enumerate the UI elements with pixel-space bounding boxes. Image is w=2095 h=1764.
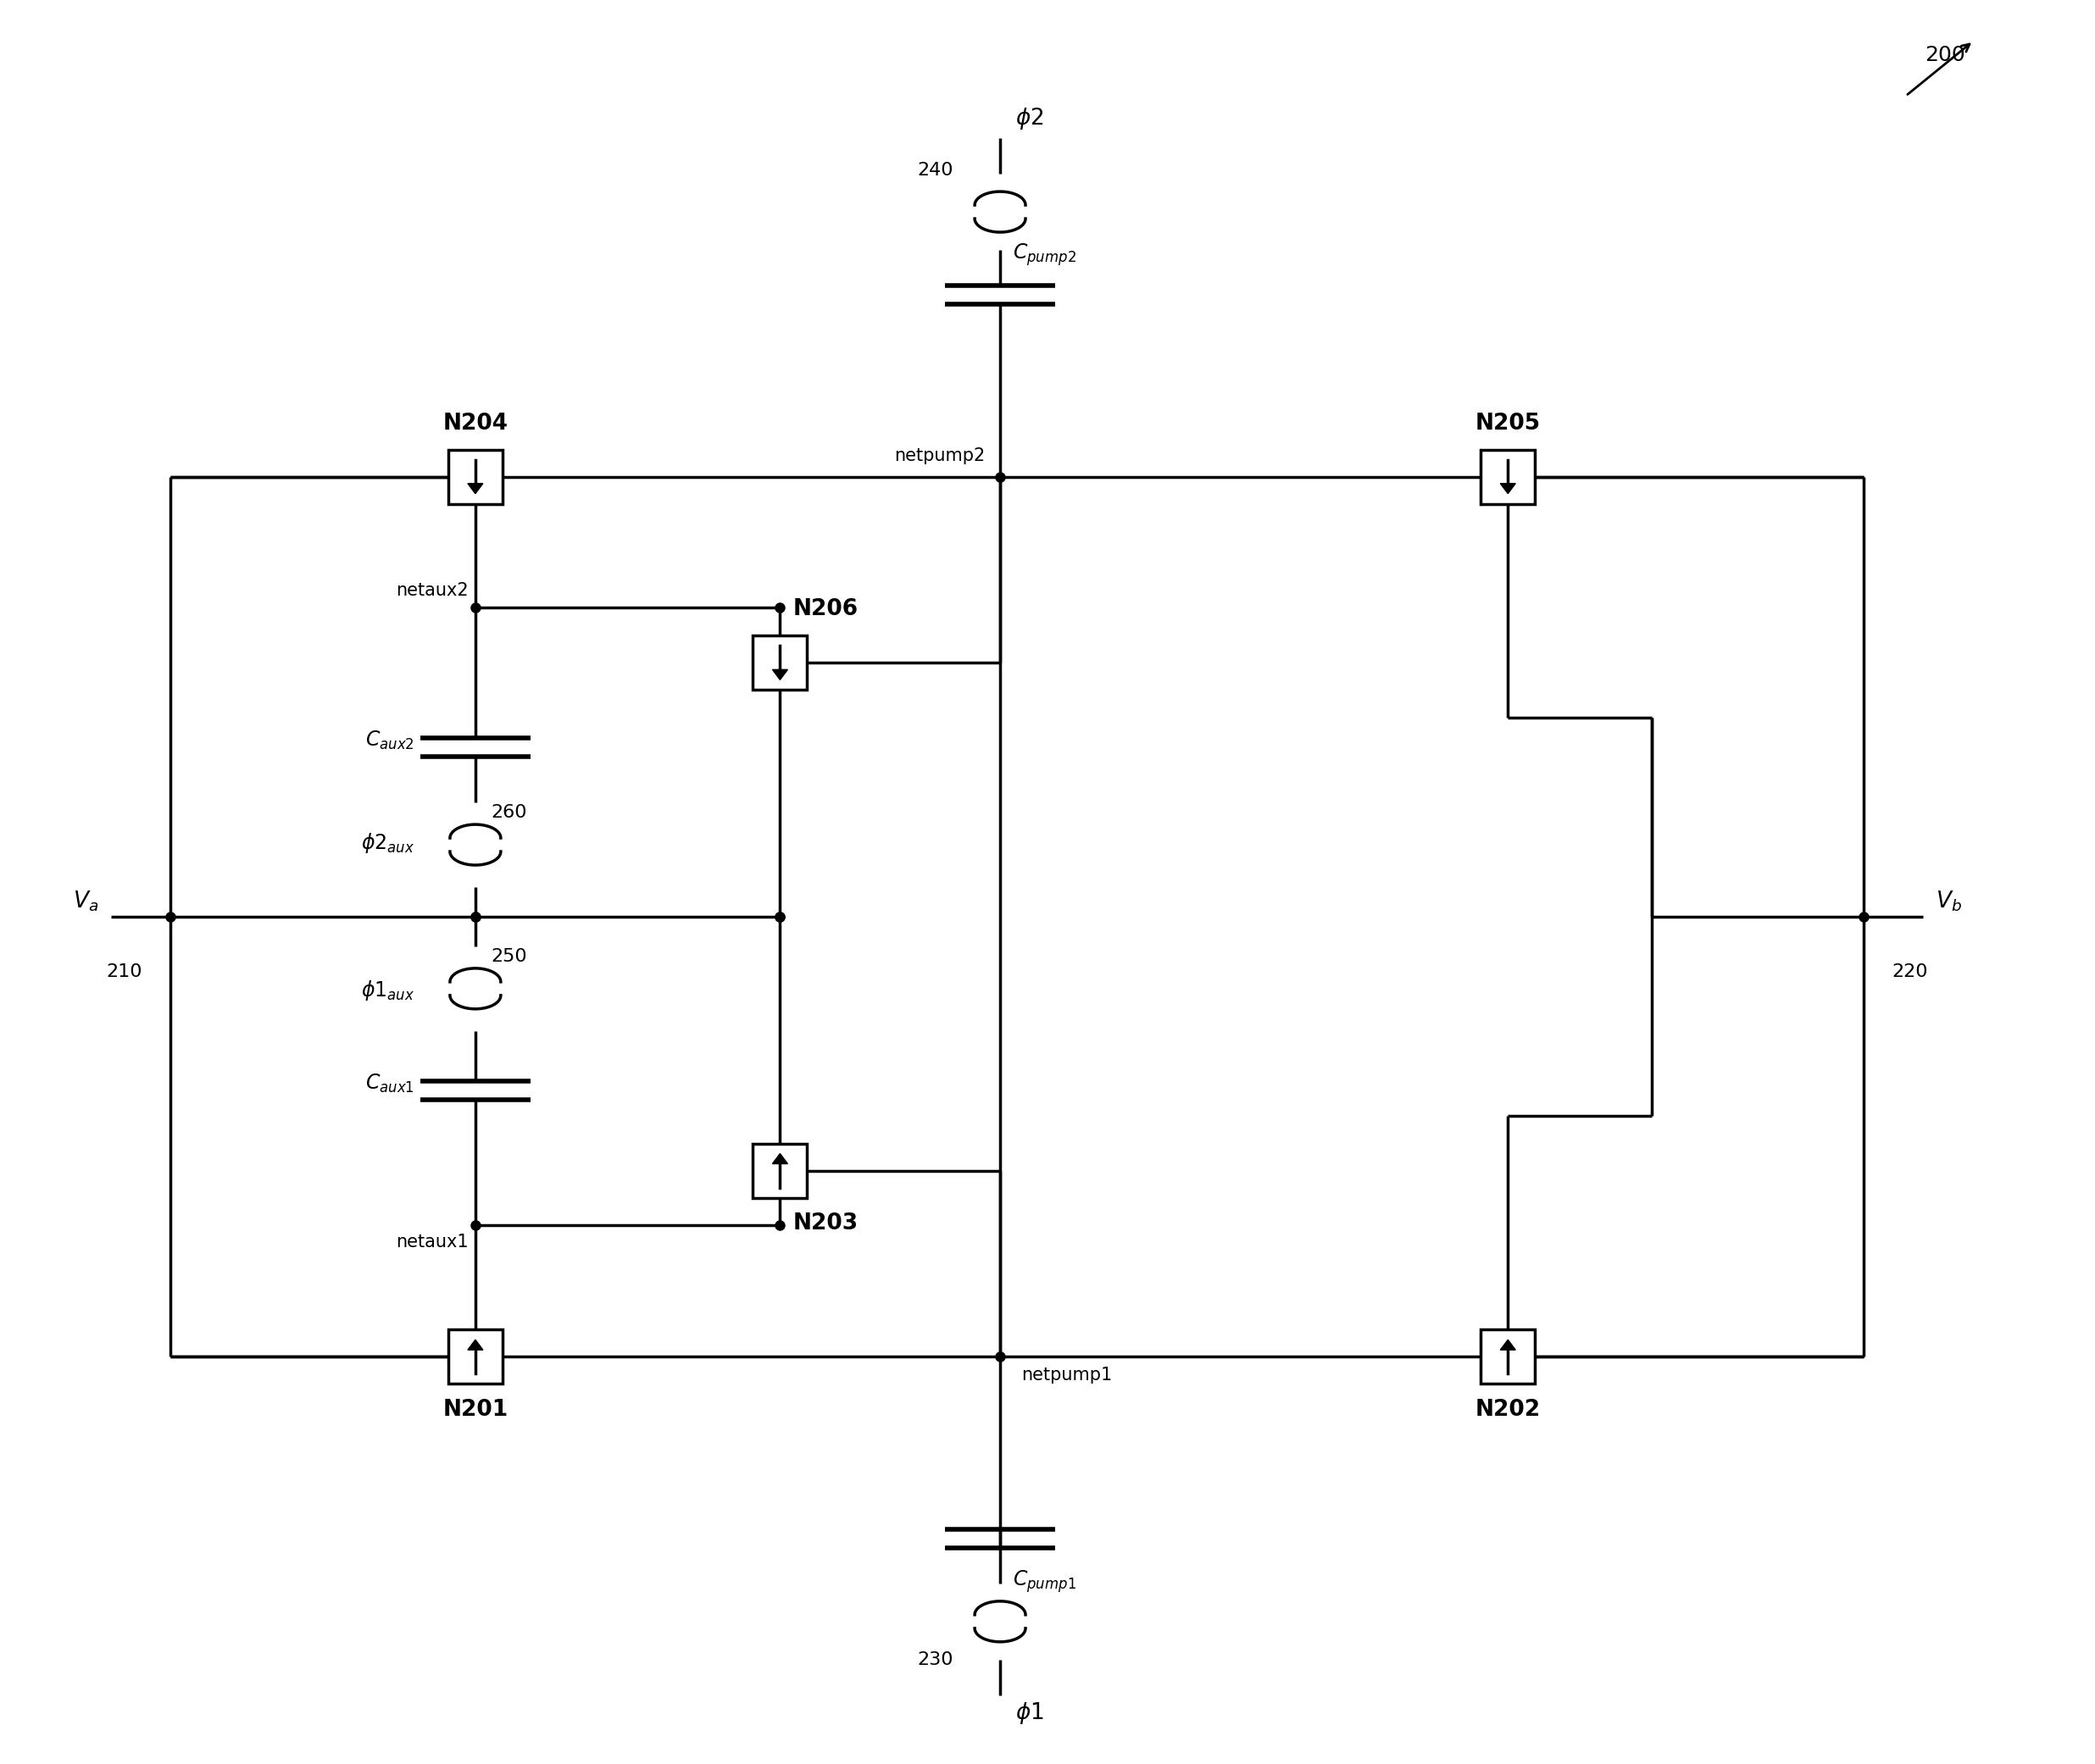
Text: $\phi 2_{aux}$: $\phi 2_{aux}$ (360, 831, 415, 856)
Text: N202: N202 (1475, 1399, 1540, 1422)
Text: N201: N201 (442, 1399, 509, 1422)
Polygon shape (1500, 1339, 1515, 1349)
Text: 240: 240 (918, 162, 953, 178)
Polygon shape (773, 670, 788, 679)
Text: N206: N206 (792, 598, 859, 621)
Text: $C_{aux1}$: $C_{aux1}$ (365, 1073, 415, 1094)
Bar (448, 450, 503, 505)
Text: N204: N204 (442, 413, 507, 434)
Polygon shape (467, 483, 484, 494)
Text: $V_a$: $V_a$ (73, 889, 98, 914)
Text: $\phi 1_{aux}$: $\phi 1_{aux}$ (360, 979, 415, 1002)
Text: $V_b$: $V_b$ (1936, 889, 1961, 914)
Text: N205: N205 (1475, 413, 1540, 434)
Text: $C_{aux2}$: $C_{aux2}$ (365, 730, 415, 751)
Text: netpump1: netpump1 (1020, 1367, 1112, 1383)
Polygon shape (467, 1339, 484, 1349)
Text: 210: 210 (107, 963, 142, 981)
Bar (1481, 450, 1536, 505)
Text: 200: 200 (1925, 46, 1965, 65)
Text: netaux2: netaux2 (396, 582, 469, 600)
Bar (1481, 1330, 1536, 1383)
Text: netpump2: netpump2 (895, 446, 985, 464)
Text: 250: 250 (490, 947, 526, 965)
Text: netaux1: netaux1 (396, 1235, 469, 1251)
Text: $C_{pump2}$: $C_{pump2}$ (1012, 242, 1077, 268)
Text: 220: 220 (1892, 963, 1927, 981)
Bar (752, 635, 807, 690)
Bar (752, 1143, 807, 1198)
Bar (448, 1330, 503, 1383)
Text: $C_{pump1}$: $C_{pump1}$ (1012, 1568, 1077, 1595)
Text: $\phi$2: $\phi$2 (1016, 106, 1043, 132)
Polygon shape (773, 1154, 788, 1164)
Text: $\phi$1: $\phi$1 (1016, 1700, 1043, 1725)
Text: 260: 260 (490, 804, 526, 820)
Polygon shape (1500, 483, 1515, 494)
Text: N203: N203 (792, 1214, 859, 1235)
Text: 230: 230 (918, 1651, 953, 1669)
